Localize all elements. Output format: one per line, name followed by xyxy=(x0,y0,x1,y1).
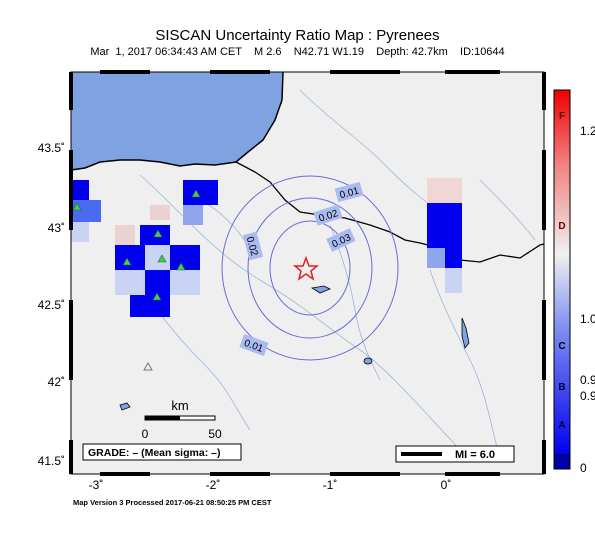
colorbar-letter: A xyxy=(558,420,565,431)
map-title: SISCAN Uncertainty Ratio Map : Pyrenees xyxy=(155,27,440,44)
map-subtitle: Mar 1, 2017 06:34:43 AM CET M 2.6 N42.71… xyxy=(90,46,505,58)
coastline xyxy=(70,71,284,171)
scale-unit: km xyxy=(171,398,188,413)
station-markers xyxy=(72,189,201,301)
colorbar-value: 0 xyxy=(580,461,587,475)
lon-labels: -3˚ -2˚ -1˚ 0˚ xyxy=(89,478,452,492)
contour-label: 0.01 xyxy=(339,186,361,202)
lat-label: 43.5˚ xyxy=(38,141,65,155)
colorbar-letter: B xyxy=(558,382,565,393)
station-marker-empty xyxy=(143,361,153,371)
scale-bar: km 0 50 xyxy=(142,398,222,441)
lat-labels: 43.5˚ 43˚ 42.5˚ 42˚ 41.5˚ xyxy=(38,141,65,468)
lon-label: -2˚ xyxy=(206,478,221,492)
sea-area xyxy=(71,72,283,170)
colorbar-letter: F xyxy=(559,111,565,122)
lat-label: 42.5˚ xyxy=(38,298,65,312)
lat-label: 41.5˚ xyxy=(38,454,65,468)
lat-label: 43˚ xyxy=(48,221,65,235)
border-line xyxy=(235,161,545,263)
lon-label: 0˚ xyxy=(441,478,452,492)
map-footer: Map Version 3 Processed 2017-06-21 08:50… xyxy=(73,498,272,507)
colorbar-value: 0.9 xyxy=(580,389,595,403)
mi-legend: MI = 6.0 xyxy=(395,445,515,463)
contour-lines xyxy=(221,175,399,361)
colorbar-letter: D xyxy=(558,221,565,232)
grade-box: GRADE: – (Mean sigma: –) xyxy=(82,443,242,461)
lon-label: -3˚ xyxy=(89,478,104,492)
uncertainty-cells xyxy=(71,178,462,317)
frame-ticks xyxy=(69,70,546,476)
map-frame xyxy=(70,71,545,475)
colorbar-value: 0.9 xyxy=(580,373,595,387)
lat-label: 42˚ xyxy=(48,375,65,389)
colorbar-value: 1.0 xyxy=(580,312,595,326)
colorbar-value: 1.2 xyxy=(580,124,595,138)
mi-text: MI = 6.0 xyxy=(455,449,495,461)
scale-max: 50 xyxy=(208,427,222,441)
scale-min: 0 xyxy=(142,427,149,441)
epicenter-star xyxy=(292,255,320,281)
colorbar: F D C B A 1.2 1.0 0.9 0.9 0 xyxy=(553,89,595,475)
lon-label: -1˚ xyxy=(323,478,338,492)
contour-label: 0.02 xyxy=(244,236,260,258)
colorbar-letter: C xyxy=(558,341,565,352)
grade-text: GRADE: – (Mean sigma: –) xyxy=(88,447,220,459)
water-bodies xyxy=(119,285,470,411)
